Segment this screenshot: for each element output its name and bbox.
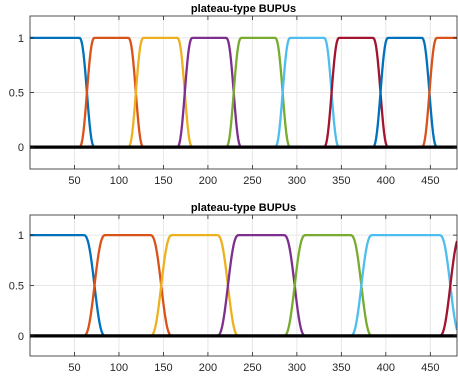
x-tick-label: 100 xyxy=(110,362,128,374)
chart-1: 50 100 150 200 250 300 350 400 450 0 0.5 1 plateau-t… xyxy=(9,3,458,187)
chart-title: plateau-type BUPUs xyxy=(191,3,296,15)
y-tick-label: 0.5 xyxy=(9,281,24,293)
x-tick-label: 350 xyxy=(332,362,350,374)
x-tick-label: 400 xyxy=(377,175,395,187)
chart-title: plateau-type BUPUs xyxy=(191,202,296,214)
y-tick-label: 0 xyxy=(18,142,24,154)
x-tick-label: 200 xyxy=(199,362,217,374)
x-tick-label: 150 xyxy=(154,362,172,374)
chart-2: 50 100 150 200 250 300 350 400 450 0 0.5 1 plateau-t… xyxy=(9,202,458,374)
x-tick-label: 50 xyxy=(68,175,80,187)
series-group xyxy=(30,36,457,149)
x-tick-label: 150 xyxy=(154,175,172,187)
x-tick-label: 450 xyxy=(421,175,439,187)
x-tick-label: 350 xyxy=(332,175,350,187)
x-tick-label: 250 xyxy=(243,175,261,187)
x-tick-label: 200 xyxy=(199,175,217,187)
x-tick-label: 300 xyxy=(288,175,306,187)
x-tick-label: 250 xyxy=(243,362,261,374)
y-tick-label: 1 xyxy=(18,33,24,45)
x-tick-label: 300 xyxy=(288,362,306,374)
y-tick-label: 0.5 xyxy=(9,88,24,100)
y-tick-label: 1 xyxy=(18,230,24,242)
x-tick-label: 400 xyxy=(377,362,395,374)
x-tick-label: 450 xyxy=(421,362,439,374)
series-group xyxy=(30,233,457,338)
y-tick-label: 0 xyxy=(18,331,24,343)
x-tick-label: 100 xyxy=(110,175,128,187)
x-tick-label: 50 xyxy=(68,362,80,374)
